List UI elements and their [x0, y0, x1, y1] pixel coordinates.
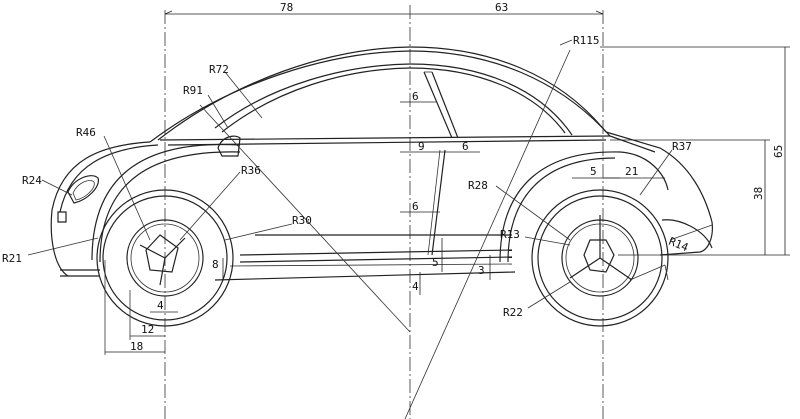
- label-r72: R72: [209, 63, 229, 76]
- dim-8: 8: [212, 258, 219, 271]
- dim-63: 63: [495, 1, 508, 14]
- label-r22: R22: [503, 306, 523, 319]
- dim-65: 65: [772, 145, 785, 158]
- dim-4-b: 4: [157, 299, 164, 312]
- label-r13: R13: [500, 228, 520, 241]
- dim-78: 78: [280, 1, 293, 14]
- label-r36: R36: [241, 164, 261, 177]
- dim-5-a: 5: [432, 256, 439, 269]
- label-r115: R115: [573, 34, 600, 47]
- label-r91: R91: [183, 84, 203, 97]
- construction-lines: [199, 49, 571, 419]
- rear-wheel: [499, 151, 669, 327]
- label-r21: R21: [2, 252, 22, 265]
- dim-21: 21: [625, 165, 638, 178]
- dim-6-b: 6: [462, 140, 469, 153]
- dim-4-a: 4: [412, 280, 419, 293]
- label-r14: R14: [667, 235, 691, 255]
- front-wheel: [91, 143, 241, 327]
- dimension-values: 78 63 65 38 6 9 6 6 5 3 4 8 4 12 18 5 21: [130, 1, 785, 353]
- center-lines: [164, 5, 604, 419]
- dim-6-c: 6: [412, 200, 419, 213]
- label-r30: R30: [292, 214, 312, 227]
- leader-lines: [27, 39, 713, 309]
- radius-labels: R115 R72 R91 R46 R24 R36 R30 R21 R37 R28…: [2, 34, 692, 319]
- dim-6-a: 6: [412, 90, 419, 103]
- dim-38: 38: [752, 187, 765, 200]
- dim-12: 12: [141, 323, 154, 336]
- dim-18: 18: [130, 340, 143, 353]
- dim-9: 9: [418, 140, 425, 153]
- label-r28: R28: [468, 179, 488, 192]
- car-body-outline: [50, 46, 713, 281]
- dim-5-b: 5: [590, 165, 597, 178]
- label-r46: R46: [76, 126, 96, 139]
- dim-3: 3: [478, 264, 485, 277]
- label-r37: R37: [672, 140, 692, 153]
- label-r24: R24: [22, 174, 42, 187]
- dimension-lines: [104, 10, 790, 355]
